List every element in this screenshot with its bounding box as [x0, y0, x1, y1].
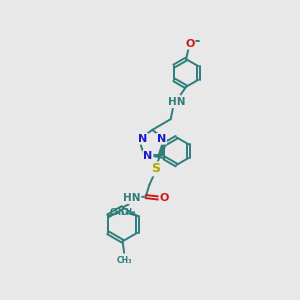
Text: O: O	[185, 39, 195, 49]
Text: HN: HN	[123, 193, 141, 203]
Text: O: O	[160, 193, 169, 203]
Text: S: S	[151, 162, 160, 176]
Text: N: N	[138, 134, 148, 144]
Text: CH₃: CH₃	[110, 208, 125, 217]
Text: CH₃: CH₃	[120, 208, 136, 217]
Text: CH₃: CH₃	[116, 256, 132, 265]
Text: HN: HN	[168, 97, 186, 107]
Text: N: N	[143, 151, 152, 161]
Text: N: N	[157, 134, 166, 144]
